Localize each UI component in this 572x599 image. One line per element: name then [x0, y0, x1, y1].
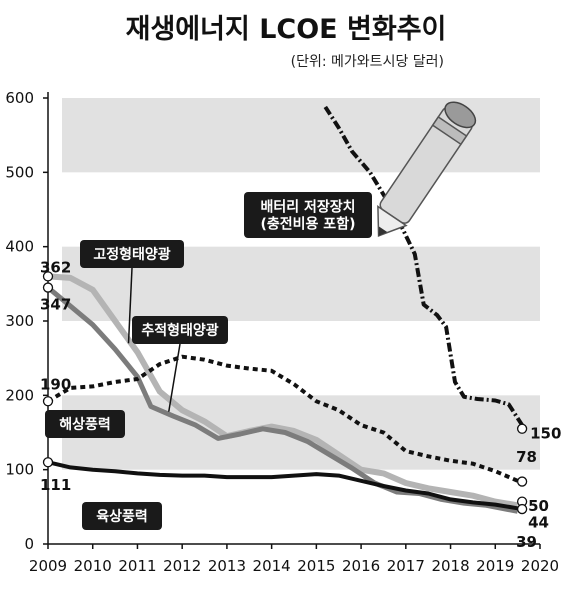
data-point-marker: [42, 271, 54, 282]
callout-text: (충전비용 포함): [261, 216, 356, 233]
start-label-tracking-solar: 347: [40, 296, 71, 314]
data-point-marker: [42, 457, 54, 468]
y-tick-label: 400: [5, 238, 34, 256]
x-tick-label: 2016: [342, 557, 380, 575]
x-tick-label: 2018: [431, 557, 469, 575]
pencil-illustration: [377, 101, 477, 237]
start-label-onshore-wind: 111: [40, 476, 71, 494]
x-tick-label: 2015: [297, 557, 335, 575]
callout-battery: 배터리 저장장치(충전비용 포함): [244, 192, 372, 238]
end-label-tracking-solar: 39: [516, 533, 537, 551]
x-tick-label: 2013: [208, 557, 246, 575]
callout-text: 육상풍력: [96, 509, 148, 525]
grid-bands: [62, 98, 540, 470]
y-tick-label: 300: [5, 312, 34, 330]
x-tick-label: 2012: [163, 557, 201, 575]
chart-title: 재생에너지 LCOE 변화추이: [126, 14, 447, 45]
end-label-onshore-wind: 50: [528, 497, 549, 515]
series-layer: [46, 105, 524, 514]
x-tick-label: 2017: [387, 557, 425, 575]
data-point-marker: [42, 396, 54, 407]
chart-subtitle: (단위: 메가와트시당 달러): [291, 54, 444, 70]
data-point-marker: [516, 423, 528, 434]
end-label-battery: 150: [530, 425, 561, 443]
pencil-lead: [378, 226, 388, 236]
y-tick-label: 600: [5, 89, 34, 107]
pencil-tip: [377, 205, 408, 237]
axes: 0 100 200 300 400 500 600 2009 2010 2011 2012 2013 2…: [5, 89, 559, 575]
x-tick-label: 2019: [476, 557, 514, 575]
x-tick-label: 2010: [74, 557, 112, 575]
data-point-marker: [42, 282, 54, 293]
y-tick-label: 100: [5, 461, 34, 479]
callout-text: 추적형태양광: [141, 322, 218, 339]
callout-tracking-solar: 추적형태양광: [132, 316, 228, 412]
callout-box: [80, 240, 184, 268]
callout-fixed-solar: 고정형태양광: [80, 240, 184, 344]
pencil-ferrule: [431, 115, 468, 146]
x-tick-label: 2009: [29, 557, 67, 575]
callout-box: [82, 502, 162, 530]
callout-box: [132, 316, 228, 344]
offshore-wind-line: [46, 354, 519, 483]
start-label-fixed-solar: 362: [40, 258, 71, 276]
tracking-solar-line: [46, 285, 519, 514]
end-label-fixed-solar: 44: [528, 514, 549, 532]
x-tick-label: 2014: [253, 557, 291, 575]
callout-text: 해상풍력: [59, 417, 111, 433]
callout-text: 배터리 저장장치: [260, 199, 355, 216]
callout-box: [45, 410, 125, 438]
y-tick-label: 500: [5, 163, 34, 181]
callout-box: [244, 192, 372, 238]
callout-offshore-wind: 해상풍력: [45, 410, 125, 438]
data-point-marker: [516, 476, 528, 487]
callout-leader: [127, 267, 133, 344]
data-point-marker: [516, 503, 528, 515]
callout-onshore-wind: 육상풍력: [82, 502, 162, 530]
onshore-wind-line: [47, 460, 518, 511]
x-tick-label: 2011: [118, 557, 156, 575]
end-label-offshore-wind: 78: [516, 448, 537, 466]
x-tick-label: 2020: [521, 557, 559, 575]
callout-leader: [168, 343, 181, 412]
fixed-solar-line: [47, 273, 519, 509]
start-label-offshore-wind: 190: [40, 375, 71, 393]
callout-text: 고정형태양광: [93, 246, 170, 263]
y-tick-label: 0: [24, 535, 34, 553]
y-tick-label: 200: [5, 386, 34, 404]
pencil-cap: [444, 101, 477, 129]
